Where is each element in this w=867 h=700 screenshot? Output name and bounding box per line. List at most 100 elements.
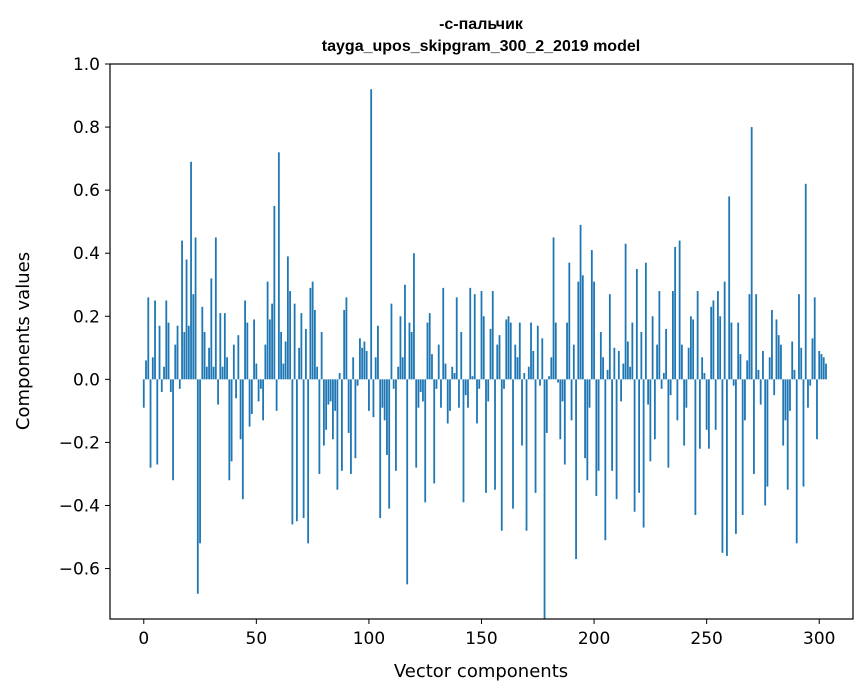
bar <box>379 379 382 519</box>
bar <box>172 379 174 481</box>
bar <box>368 379 370 411</box>
bar <box>671 291 674 380</box>
bar <box>737 322 740 380</box>
bar <box>811 338 814 380</box>
x-tick-label: 100 <box>353 629 385 649</box>
bar <box>748 294 751 380</box>
bar <box>259 379 262 389</box>
y-axis-ticks: −0.6 −0.4 −0.2 0.0 0.2 0.4 0.6 0.8 1.0 <box>59 55 110 580</box>
y-tick-label: 0.2 <box>73 307 100 327</box>
bar <box>489 328 492 380</box>
bar <box>570 379 573 421</box>
y-axis-label: Components values <box>13 252 34 430</box>
bar <box>804 183 807 380</box>
bar <box>678 240 681 380</box>
bar <box>633 379 636 512</box>
bar <box>656 344 659 380</box>
bar <box>685 379 688 408</box>
bar <box>617 350 620 380</box>
bar <box>536 325 539 380</box>
bar <box>201 306 204 380</box>
bar <box>665 328 668 380</box>
bar <box>757 369 760 380</box>
bar <box>807 379 809 408</box>
bar <box>316 366 319 380</box>
y-tick-label: −0.6 <box>59 560 100 580</box>
bar <box>649 379 652 462</box>
bar <box>221 366 224 380</box>
bar <box>280 332 283 380</box>
bar <box>705 379 708 430</box>
bar <box>345 297 348 380</box>
bar <box>753 379 755 474</box>
bar <box>708 379 710 449</box>
bar <box>395 379 397 471</box>
bar <box>759 379 762 405</box>
bar <box>190 161 192 380</box>
bar <box>424 379 427 503</box>
bar <box>588 379 591 408</box>
bar <box>410 332 413 380</box>
bar <box>732 379 735 386</box>
bar <box>361 347 364 380</box>
bar <box>262 379 264 421</box>
bar <box>606 369 609 380</box>
bar <box>453 373 456 380</box>
bar <box>176 325 179 380</box>
bar <box>210 278 213 380</box>
bar <box>327 379 330 405</box>
bar <box>507 316 510 380</box>
bar <box>782 379 785 446</box>
bar <box>762 350 764 380</box>
bar <box>791 341 794 380</box>
bar <box>530 322 532 380</box>
bar <box>374 357 377 380</box>
bar <box>187 325 190 380</box>
bar <box>253 319 255 380</box>
bar <box>676 379 679 421</box>
bar <box>295 379 298 522</box>
bar <box>723 281 726 380</box>
bar <box>390 303 393 380</box>
bar <box>818 350 821 380</box>
bar <box>431 354 433 380</box>
bar <box>392 379 395 389</box>
bar <box>523 373 526 380</box>
bar <box>365 350 368 380</box>
y-tick-label: −0.2 <box>59 433 100 453</box>
bar <box>548 376 550 380</box>
bar <box>629 366 631 380</box>
bar <box>408 322 411 380</box>
bar <box>703 373 706 380</box>
bar <box>145 360 147 380</box>
bar <box>307 379 310 544</box>
bar <box>399 316 402 380</box>
bar <box>559 379 562 440</box>
bar <box>579 224 582 380</box>
bar <box>246 322 249 380</box>
bar <box>273 205 276 380</box>
chart-title-line2: tayga_upos_skipgram_300_2_2019 model <box>322 38 640 55</box>
bar <box>154 300 156 380</box>
bar <box>455 297 458 380</box>
bar <box>199 379 201 544</box>
bar <box>347 379 350 433</box>
bars-group <box>142 89 827 619</box>
bar <box>282 363 285 380</box>
bar <box>320 332 323 380</box>
bar <box>809 379 812 386</box>
bar <box>816 379 818 440</box>
bar <box>284 341 287 380</box>
bar <box>239 379 242 440</box>
bar <box>277 152 280 380</box>
bar <box>329 379 332 402</box>
bar <box>624 243 627 380</box>
bar <box>599 332 602 380</box>
bar <box>298 347 301 380</box>
bar <box>795 379 798 544</box>
bar <box>370 89 373 380</box>
bar <box>651 316 654 380</box>
bar <box>169 379 172 392</box>
bar <box>185 259 188 380</box>
